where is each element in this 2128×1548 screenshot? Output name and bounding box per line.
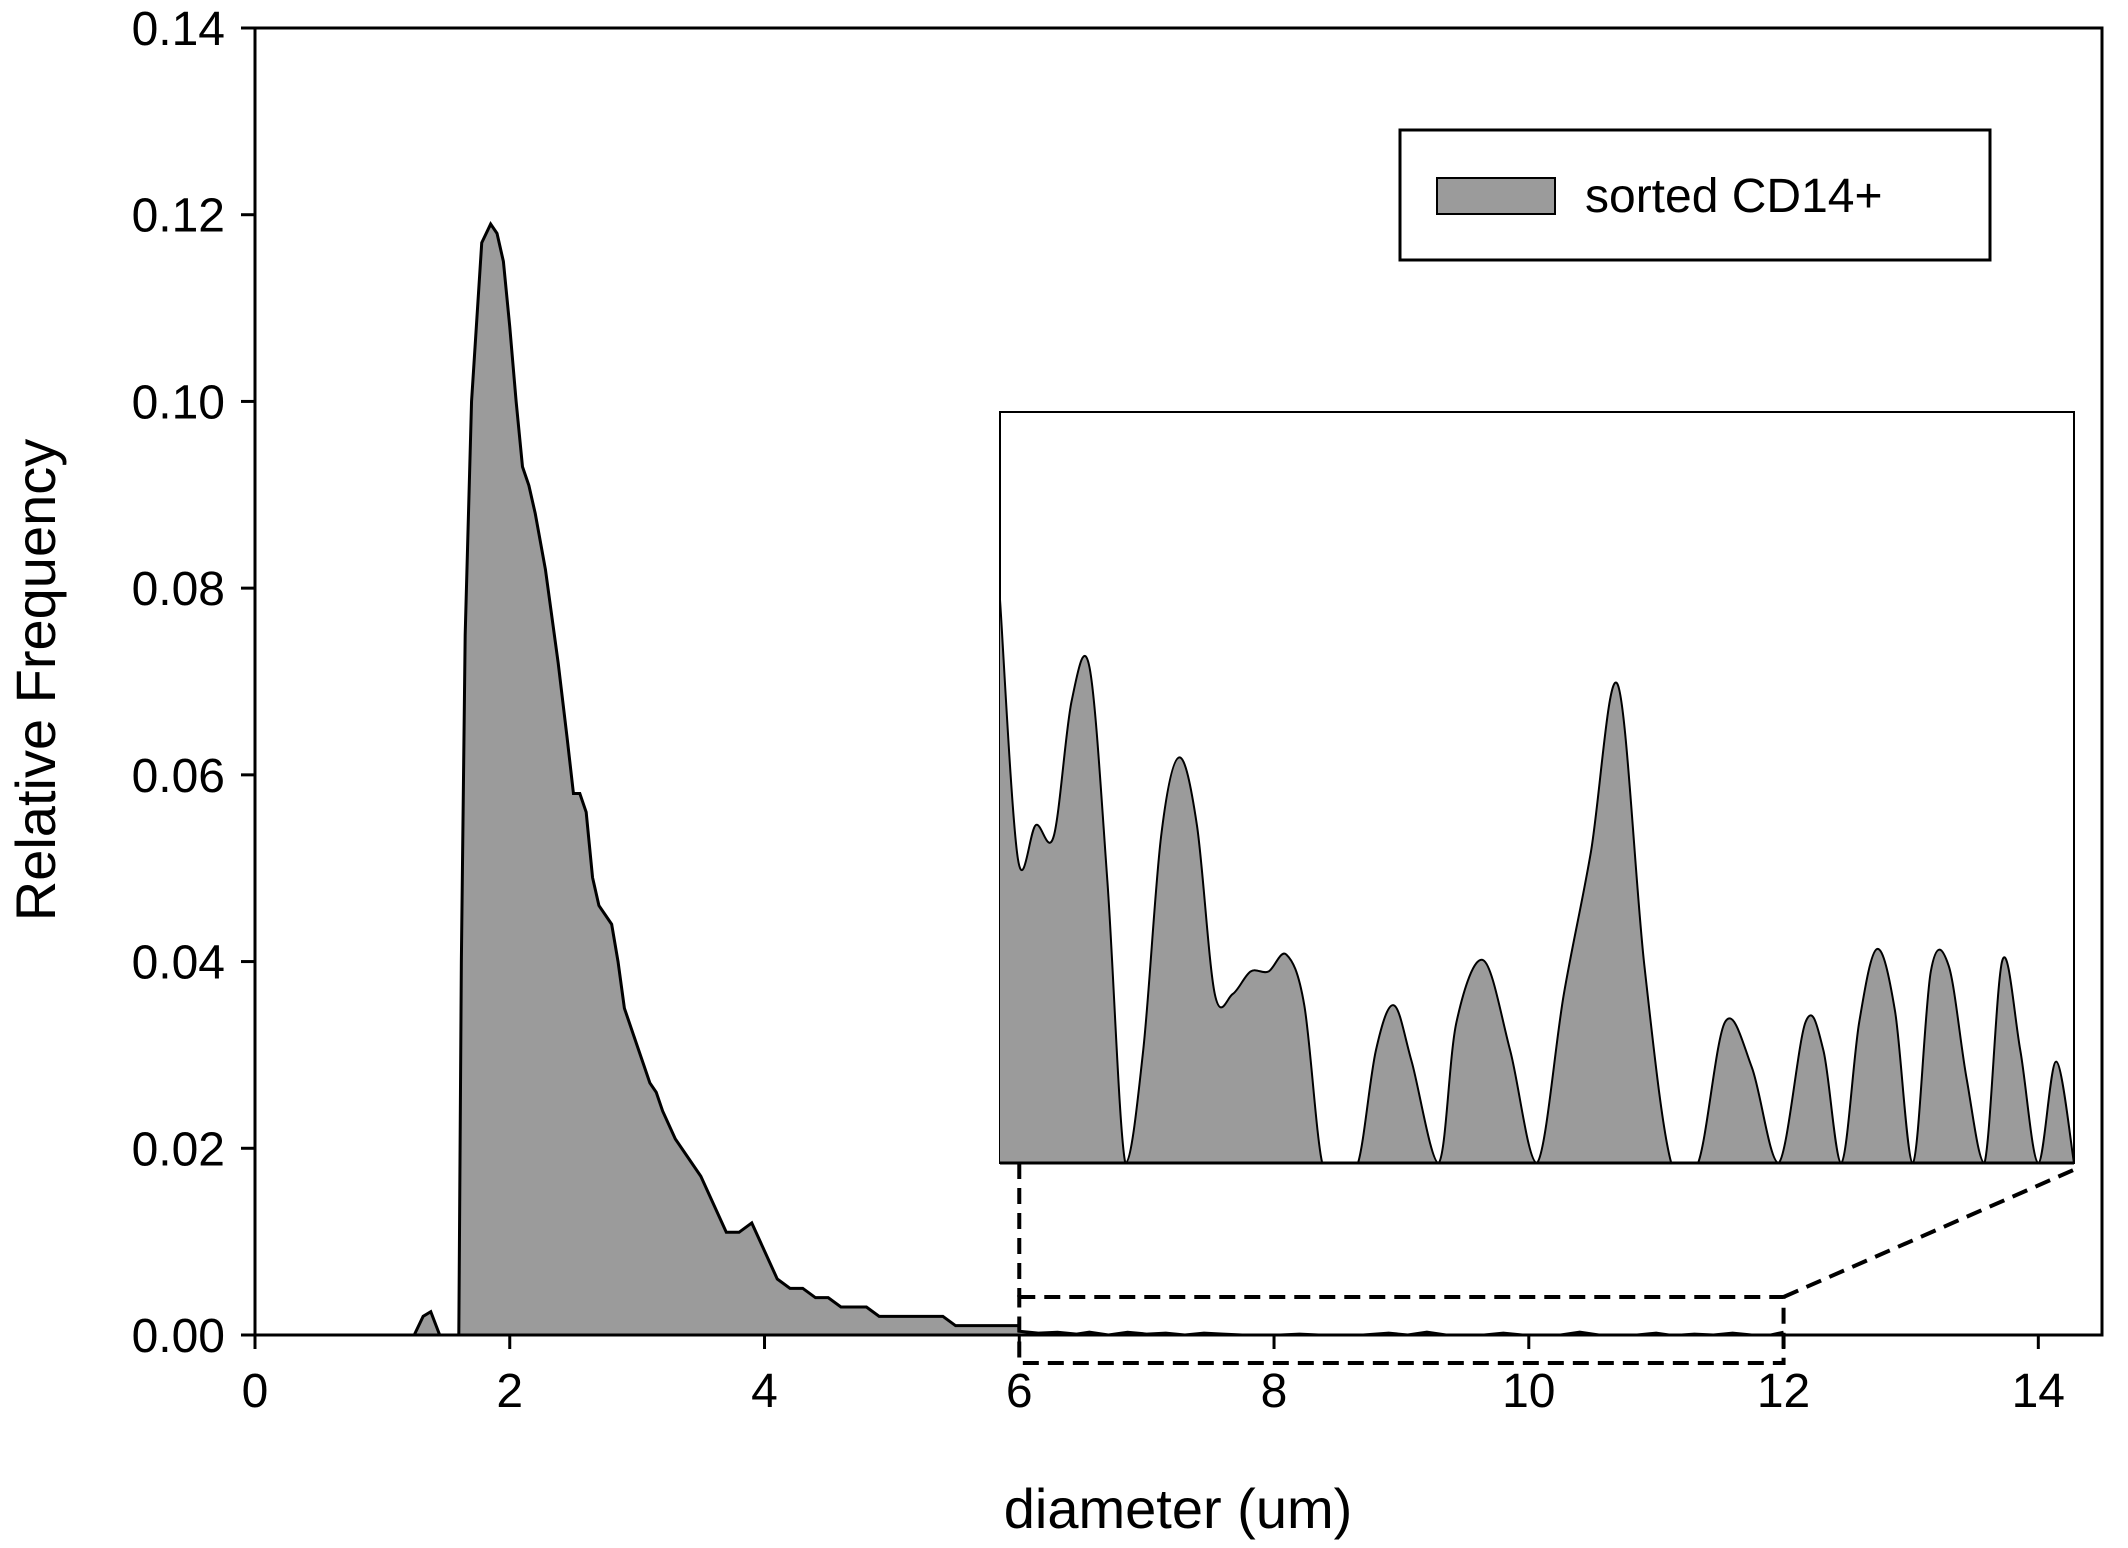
legend-swatch [1436,177,1556,215]
y-tick-label: 0.14 [132,3,225,56]
x-tick-label: 4 [751,1365,778,1418]
legend: sorted CD14+ [1398,128,1992,262]
x-tick-label: 14 [2012,1365,2065,1418]
x-tick-label: 12 [1757,1365,1810,1418]
x-tick-label: 6 [1006,1365,1033,1418]
series-area-sorted-cd14 [414,224,1784,1335]
x-tick-label: 2 [496,1365,523,1418]
x-tick-label: 0 [242,1365,269,1418]
zoom-region-box [1017,1295,1786,1365]
y-tick-label: 0.08 [132,563,225,616]
inset-line [999,599,2075,1165]
zoom-connector-right [1782,1166,2079,1299]
y-tick-label: 0.02 [132,1123,225,1176]
x-tick-label: 8 [1261,1365,1288,1418]
legend-label: sorted CD14+ [1585,170,1883,223]
y-tick-label: 0.00 [132,1310,225,1363]
y-tick-label: 0.12 [132,190,225,243]
y-tick-label: 0.10 [132,376,225,429]
y-tick-label: 0.06 [132,750,225,803]
x-axis: 0 2 4 6 8 10 12 14 [242,1335,2065,1418]
y-axis: 0.00 0.02 0.04 0.06 0.08 0.10 0.12 0.14 [132,3,255,1363]
x-tick-label: 10 [1502,1365,1555,1418]
y-tick-label: 0.04 [132,937,225,990]
inset-zoom-panel [999,411,2079,1365]
plot-frame [253,26,2104,1337]
y-axis-title: Relative Frequency [4,439,67,921]
x-axis-title: diameter (um) [1004,1477,1353,1540]
